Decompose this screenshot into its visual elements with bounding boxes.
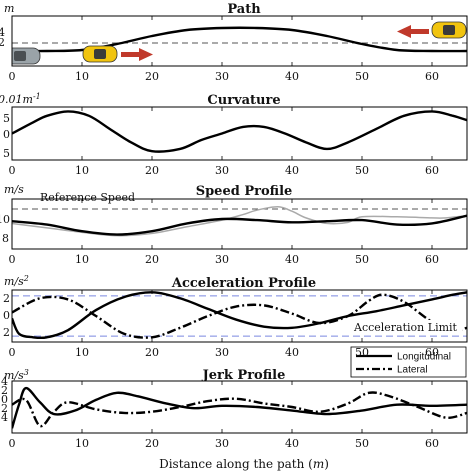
panel-title: Path — [227, 2, 261, 17]
x-tick-label: 60 — [425, 253, 439, 266]
car-gray-icon — [12, 47, 41, 65]
panel-title: Curvature — [207, 93, 280, 108]
x-tick-label: 50 — [355, 70, 369, 83]
y-unit-label: m/s3 — [4, 368, 29, 382]
y-tick-label: 5 — [3, 112, 10, 125]
x-tick-label: 60 — [425, 164, 439, 177]
y-tick-label: 2 — [0, 36, 5, 49]
y-unit-label: 0.01m-1 — [0, 92, 41, 106]
y-tick-label: 2 — [3, 292, 10, 305]
y-tick-label: 2 — [1, 384, 8, 397]
y-tick-label: 0 — [3, 309, 10, 322]
x-tick-label: 0 — [9, 437, 16, 450]
x-tick-label: 10 — [75, 70, 89, 83]
y-tick-labels: 4 2 0 2 4 — [1, 375, 8, 424]
y-tick-label: 5 — [3, 147, 10, 160]
y-tick-label: 2 — [3, 326, 10, 339]
y-tick-label: 0 — [1, 393, 8, 406]
panel-title: Jerk Profile — [202, 368, 286, 383]
legend-label-longitudinal: Longitudinal — [397, 352, 451, 363]
x-tick-label: 50 — [355, 346, 369, 359]
x-tick-label: 0 — [9, 346, 16, 359]
reference-speed-label: Reference Speed — [40, 191, 135, 204]
x-tick-label: 20 — [145, 164, 159, 177]
x-axis-label: Distance along the path (m) — [159, 457, 329, 471]
x-tick-label: 60 — [425, 70, 439, 83]
x-tick-label: 60 — [425, 346, 439, 359]
axes-frame — [11, 289, 468, 343]
panel-title: Speed Profile — [196, 184, 293, 199]
panel-acceleration: Acceleration Profile m/s2 Acceleration L… — [3, 274, 468, 343]
jerk-longitudinal-line — [12, 386, 467, 429]
x-tick-label: 30 — [215, 253, 229, 266]
x-tick-label: 20 — [145, 437, 159, 450]
car-yellow-icon — [82, 45, 118, 63]
y-unit-label: m/s — [4, 183, 24, 196]
y-unit-label: m — [4, 2, 14, 15]
x-tick-label: 50 — [355, 164, 369, 177]
y-unit-label: m/s2 — [4, 274, 29, 288]
x-tick-label: 20 — [145, 253, 159, 266]
axes-frame — [11, 198, 468, 250]
x-tick-label: 10 — [75, 437, 89, 450]
x-tick-labels: 0 10 20 30 40 50 60 0 10 20 30 40 50 60 0 10 20 30 40 50 60 0… — [9, 16, 439, 450]
arrow-left-icon — [397, 25, 429, 38]
x-tick-label: 30 — [215, 346, 229, 359]
x-tick-label: 30 — [215, 70, 229, 83]
axes-frame — [11, 15, 468, 67]
x-tick-label: 40 — [285, 164, 299, 177]
y-tick-label: 4 — [0, 26, 5, 39]
speed-black-line — [12, 214, 467, 236]
legend-label-lateral: Lateral — [397, 365, 428, 376]
panel-path: Path m 2 4 — [0, 2, 468, 67]
x-tick-label: 10 — [75, 253, 89, 266]
x-tick-label: 0 — [9, 253, 16, 266]
x-tick-label: 40 — [285, 346, 299, 359]
y-tick-label: 10 — [0, 213, 10, 226]
x-tick-label: 60 — [425, 437, 439, 450]
y-tick-label: 4 — [1, 411, 8, 424]
x-tick-label: 10 — [75, 164, 89, 177]
y-tick-label: 4 — [1, 375, 8, 388]
x-tick-label: 40 — [285, 70, 299, 83]
arrow-right-icon — [121, 48, 153, 61]
axes-frame — [11, 380, 468, 434]
y-tick-label: 2 — [1, 402, 8, 415]
panel-curvature: Curvature 0.01m-1 5 0 5 — [0, 92, 468, 161]
panel-jerk: Jerk Profile m/s3 4 2 0 2 4 — [1, 368, 468, 434]
x-tick-label: 40 — [285, 437, 299, 450]
x-tick-label: 40 — [285, 253, 299, 266]
acceleration-limit-label: Acceleration Limit — [353, 321, 458, 334]
panel-speed: Speed Profile m/s Reference Speed 10 8 — [0, 183, 468, 250]
panel-title: Acceleration Profile — [171, 276, 316, 291]
x-tick-label: 50 — [355, 437, 369, 450]
car-yellow-icon — [431, 21, 467, 39]
axes-frame — [11, 106, 468, 161]
x-tick-label: 30 — [215, 164, 229, 177]
x-tick-label: 50 — [355, 253, 369, 266]
curvature-series-line — [12, 110, 467, 153]
x-tick-label: 20 — [145, 346, 159, 359]
x-tick-label: 0 — [9, 164, 16, 177]
x-tick-label: 30 — [215, 437, 229, 450]
x-tick-label: 20 — [145, 70, 159, 83]
y-tick-label: 8 — [2, 232, 9, 245]
x-tick-label: 0 — [9, 70, 16, 83]
x-tick-label: 10 — [75, 346, 89, 359]
acceleration-lateral-line — [12, 293, 467, 339]
acceleration-longitudinal-line — [12, 291, 467, 340]
y-tick-label: 0 — [3, 128, 10, 141]
legend: Longitudinal Lateral — [350, 346, 467, 378]
jerk-lateral-line — [12, 391, 467, 428]
